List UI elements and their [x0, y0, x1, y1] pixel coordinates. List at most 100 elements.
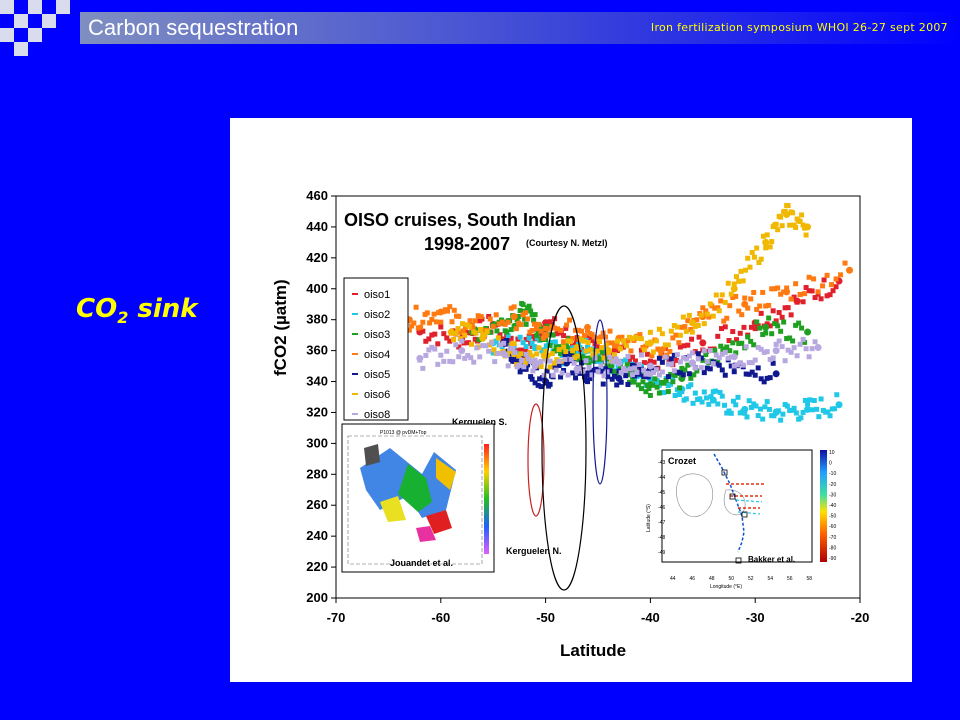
data-point: [582, 374, 588, 380]
data-point: [445, 308, 451, 314]
data-point: [532, 380, 538, 386]
data-point: [653, 338, 659, 344]
data-point: [628, 348, 634, 354]
data-point: [779, 223, 785, 229]
data-point: [707, 348, 713, 354]
data-point: [736, 278, 742, 284]
decorative-square-3: [56, 0, 70, 14]
data-point: [770, 308, 776, 314]
data-point: [547, 343, 553, 349]
data-point: [459, 338, 465, 344]
data-point: [738, 268, 744, 274]
data-point: [517, 334, 523, 340]
data-point: [797, 292, 803, 298]
data-point: [595, 369, 601, 375]
data-point: [435, 341, 441, 347]
data-point: [770, 360, 776, 366]
data-point: [561, 344, 567, 350]
data-point: [507, 348, 513, 354]
data-point: [433, 319, 439, 325]
data-point: [735, 394, 741, 400]
data-point: [773, 221, 779, 227]
data-point: [624, 362, 630, 368]
data-point: [426, 336, 432, 342]
data-point: [607, 368, 613, 374]
scatter-points: [405, 202, 854, 423]
data-point: [656, 390, 662, 396]
data-point: [821, 277, 827, 283]
data-point: [800, 222, 806, 228]
data-point: [818, 396, 824, 402]
data-point: [653, 367, 659, 373]
data-point: [773, 318, 779, 324]
data-point: [441, 358, 447, 364]
data-point: [733, 293, 739, 299]
inset-x-tick: 44: [670, 576, 676, 582]
data-point: [704, 358, 710, 364]
data-point: [790, 210, 796, 216]
annotation-kerguelen-s: Kerguelen S.: [452, 417, 507, 427]
data-point: [686, 312, 692, 318]
data-point: [698, 365, 704, 371]
data-point: [730, 340, 736, 346]
data-point: [577, 357, 583, 363]
data-point: [508, 305, 514, 311]
data-point: [736, 308, 742, 314]
annotation-jouandet: Jouandet et al.: [390, 558, 453, 568]
data-point: [636, 361, 642, 367]
data-point: [638, 336, 644, 342]
colorbar-tick: -90: [829, 556, 836, 562]
data-point: [661, 380, 667, 386]
data-point: [793, 225, 799, 231]
data-point: [520, 302, 526, 308]
data-point: [747, 264, 753, 270]
data-point: [467, 318, 473, 324]
legend: oiso1 oiso2 oiso3 oiso4 oiso5 oiso6 oiso8: [343, 277, 409, 421]
data-point: [688, 359, 696, 367]
data-point: [703, 308, 709, 314]
data-point: [568, 353, 574, 359]
data-point: [522, 316, 528, 322]
data-point: [783, 211, 791, 219]
data-point: [556, 347, 562, 353]
data-point: [508, 327, 514, 333]
data-point: [435, 361, 441, 367]
data-point: [594, 348, 600, 354]
data-point: [604, 363, 610, 369]
data-point: [783, 288, 791, 296]
data-point: [424, 310, 430, 316]
data-point: [528, 308, 534, 314]
data-point: [697, 396, 703, 402]
data-point: [692, 349, 698, 355]
data-point: [481, 327, 487, 333]
data-point: [701, 370, 707, 376]
data-point: [695, 356, 701, 362]
data-point: [771, 413, 777, 419]
data-point: [744, 414, 750, 420]
chart-subtitle: 1998-2007: [424, 234, 510, 254]
data-point: [540, 352, 546, 358]
data-point: [420, 319, 426, 325]
inset-x-tick: 56: [787, 576, 793, 582]
data-point: [649, 353, 655, 359]
data-point: [672, 393, 678, 399]
data-point: [547, 381, 553, 387]
data-point: [730, 294, 736, 300]
data-point: [803, 346, 809, 352]
data-point: [447, 328, 455, 336]
data-point: [462, 355, 468, 361]
data-point: [760, 332, 766, 338]
data-point: [647, 329, 653, 335]
data-point: [665, 389, 671, 395]
inset-y-tick: -47: [658, 520, 665, 526]
data-point: [620, 338, 626, 344]
data-point: [558, 374, 564, 380]
data-point: [754, 319, 760, 325]
data-point: [522, 360, 528, 366]
data-point: [609, 340, 615, 346]
data-point: [763, 330, 769, 336]
data-point: [689, 336, 695, 342]
data-point: [535, 360, 541, 366]
legend-label: oiso8: [364, 409, 390, 421]
data-point: [602, 366, 608, 372]
